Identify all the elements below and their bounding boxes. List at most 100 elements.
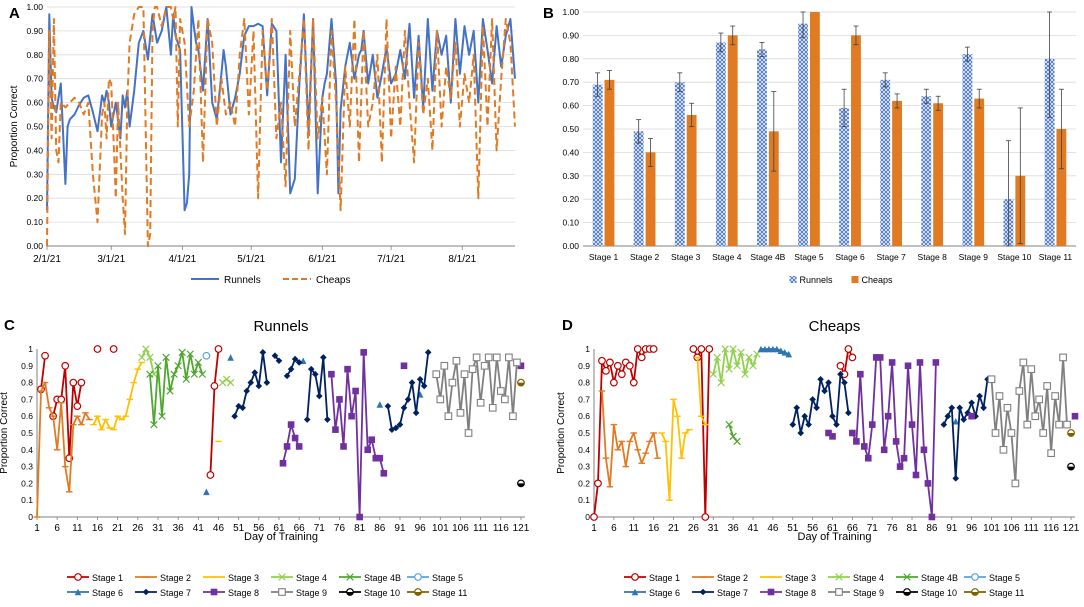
series-stage-2 xyxy=(33,381,93,518)
legend-label: Stage 2 xyxy=(717,573,748,583)
x-tick-label: Stage 11 xyxy=(1039,252,1073,262)
panel-label-a: A xyxy=(9,5,20,22)
data-point xyxy=(793,404,801,412)
x-tick-label: 11 xyxy=(72,523,83,534)
data-point xyxy=(517,362,525,370)
data-point xyxy=(226,378,235,387)
data-point xyxy=(924,480,932,487)
y-tick-label: 0.80 xyxy=(562,54,579,64)
series-line xyxy=(660,398,690,502)
data-point xyxy=(876,354,884,361)
data-point xyxy=(400,362,408,370)
data-point xyxy=(836,361,845,370)
y-tick-label: 0.9 xyxy=(578,361,590,371)
data-point xyxy=(372,454,380,462)
x-tick-label: 106 xyxy=(1003,523,1020,534)
data-point xyxy=(500,395,509,404)
data-point xyxy=(158,412,166,420)
data-point xyxy=(980,404,987,412)
data-point xyxy=(396,421,404,428)
legend-marker xyxy=(142,588,150,596)
series-line xyxy=(36,381,91,518)
data-point xyxy=(833,421,840,428)
bar-cheaps xyxy=(686,114,697,247)
series-line-runnels xyxy=(46,6,516,212)
x-tick-label: 6 xyxy=(611,523,617,534)
x-tick-label: 86 xyxy=(374,523,386,534)
bar-runnels xyxy=(633,131,644,246)
x-tick-label: 116 xyxy=(1043,523,1059,534)
data-point xyxy=(388,426,396,433)
x-tick-label: 21 xyxy=(668,523,680,534)
legend-label: Stage 5 xyxy=(432,573,463,583)
series-stage-2 xyxy=(598,390,661,488)
bar-runnels xyxy=(798,23,808,247)
legend-marker-fill xyxy=(971,592,979,596)
data-point xyxy=(853,438,860,445)
legend-label: Stage 6 xyxy=(649,588,680,598)
data-point xyxy=(713,353,721,362)
data-point xyxy=(813,404,820,412)
legend-marker xyxy=(631,573,639,581)
data-point xyxy=(900,454,908,462)
data-point xyxy=(1011,479,1020,488)
legend-swatch-runnels xyxy=(789,276,797,283)
data-point xyxy=(263,379,271,386)
data-point xyxy=(773,345,781,353)
data-point xyxy=(420,382,428,390)
data-point xyxy=(340,443,347,450)
bar-runnels xyxy=(839,107,850,246)
x-tick-label: 96 xyxy=(415,523,427,534)
x-tick-label: 81 xyxy=(906,523,918,534)
x-tick-label: 96 xyxy=(966,523,978,534)
y-tick-label: 0.80 xyxy=(26,50,43,60)
y-tick-label: 1 xyxy=(28,344,33,354)
data-point xyxy=(1039,429,1048,437)
data-point xyxy=(948,404,956,412)
data-point xyxy=(729,345,737,353)
data-point xyxy=(324,416,331,423)
data-point xyxy=(781,349,789,356)
x-tick-label: Stage 1 xyxy=(589,252,619,262)
x-tick-label: 11 xyxy=(629,523,640,534)
bar-cheaps xyxy=(933,103,944,246)
series-stage-5 xyxy=(202,351,211,360)
data-point xyxy=(364,446,372,454)
series-stage-8 xyxy=(825,354,1079,521)
data-point xyxy=(880,446,888,454)
data-point xyxy=(633,345,642,353)
data-point xyxy=(190,370,199,378)
data-point xyxy=(733,362,741,370)
data-point xyxy=(57,395,66,404)
data-point xyxy=(251,369,259,376)
x-tick-label: 66 xyxy=(294,523,306,534)
bar-runnels xyxy=(674,82,685,246)
data-point xyxy=(138,353,146,362)
legend-label: Stage 6 xyxy=(92,588,123,598)
y-tick-label: 0.4 xyxy=(21,445,33,455)
data-point xyxy=(729,432,737,441)
data-point xyxy=(243,387,251,395)
legend-label: Stage 4B xyxy=(364,573,401,583)
data-point xyxy=(448,378,457,387)
data-point xyxy=(194,358,203,367)
x-tick-label: 76 xyxy=(334,523,346,534)
legend-marker-fill xyxy=(414,592,422,596)
data-point xyxy=(725,365,733,373)
y-tick-label: 0.5 xyxy=(21,428,33,438)
legend-marker xyxy=(278,588,286,596)
data-point xyxy=(649,345,658,353)
data-point xyxy=(146,353,154,362)
series-line xyxy=(141,348,155,375)
data-point xyxy=(295,443,303,450)
x-tick-label: Stage 4B xyxy=(750,252,785,262)
data-point xyxy=(206,471,215,479)
data-point xyxy=(606,358,614,367)
data-point xyxy=(464,429,473,437)
data-point xyxy=(452,356,461,365)
y-tick-label: 0.40 xyxy=(26,145,43,155)
data-point xyxy=(637,353,646,362)
legend-label-runnels: Runnels xyxy=(224,275,261,286)
data-point xyxy=(166,387,174,395)
data-point xyxy=(896,463,904,470)
